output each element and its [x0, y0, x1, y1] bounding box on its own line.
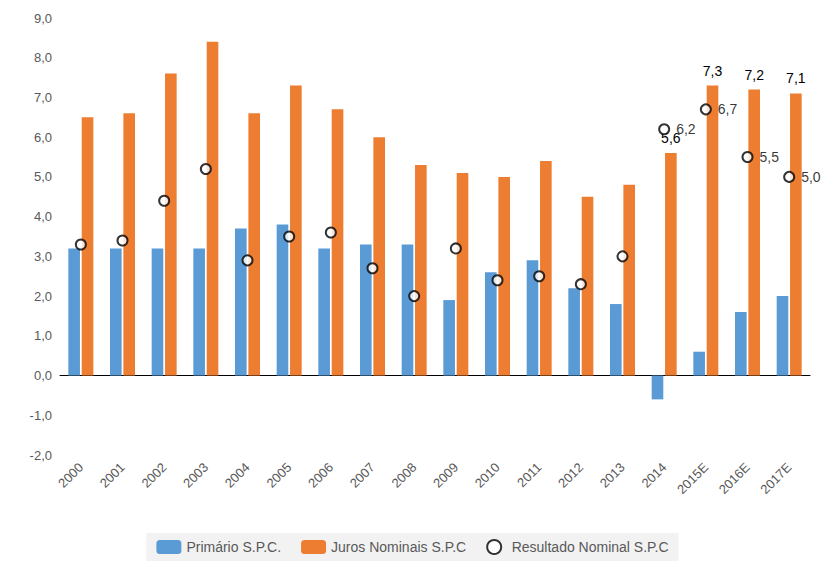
- svg-text:2012: 2012: [555, 460, 586, 491]
- svg-text:2007: 2007: [347, 460, 378, 491]
- svg-text:2003: 2003: [180, 460, 211, 491]
- svg-text:2002: 2002: [138, 460, 169, 491]
- svg-text:2001: 2001: [97, 460, 128, 491]
- svg-text:-2,0: -2,0: [30, 448, 52, 463]
- svg-text:2016E: 2016E: [716, 459, 753, 496]
- svg-text:3,0: 3,0: [34, 249, 52, 264]
- svg-text:6,2: 6,2: [676, 121, 696, 137]
- svg-text:2004: 2004: [222, 460, 253, 491]
- svg-text:0,0: 0,0: [34, 368, 52, 383]
- svg-text:2000: 2000: [55, 460, 86, 491]
- svg-text:2,0: 2,0: [34, 289, 52, 304]
- svg-text:-1,0: -1,0: [30, 408, 52, 423]
- svg-text:2008: 2008: [388, 460, 419, 491]
- svg-text:6,7: 6,7: [718, 101, 738, 117]
- svg-text:1,0: 1,0: [34, 328, 52, 343]
- svg-text:7,3: 7,3: [703, 63, 723, 79]
- svg-text:7,0: 7,0: [34, 90, 52, 105]
- svg-text:5,5: 5,5: [760, 149, 780, 165]
- svg-text:2006: 2006: [305, 460, 336, 491]
- svg-text:4,0: 4,0: [34, 209, 52, 224]
- svg-text:Juros Nominais S.P.C: Juros Nominais S.P.C: [331, 539, 466, 555]
- svg-text:6,0: 6,0: [34, 130, 52, 145]
- svg-text:2015E: 2015E: [674, 459, 711, 496]
- svg-text:5,6: 5,6: [661, 130, 681, 147]
- svg-text:2011: 2011: [514, 460, 544, 490]
- svg-text:2013: 2013: [597, 460, 628, 491]
- svg-text:8,0: 8,0: [34, 50, 52, 65]
- svg-text:2010: 2010: [472, 460, 503, 491]
- svg-text:7,2: 7,2: [744, 67, 764, 83]
- svg-text:2014: 2014: [638, 460, 669, 491]
- svg-text:7,1: 7,1: [786, 70, 806, 86]
- svg-text:2009: 2009: [430, 460, 461, 491]
- svg-text:Primário S.P.C.: Primário S.P.C.: [186, 539, 281, 555]
- svg-text:9,0: 9,0: [34, 11, 52, 26]
- svg-text:5,0: 5,0: [801, 169, 821, 185]
- svg-text:Resultado Nominal S.P.C: Resultado Nominal S.P.C: [512, 539, 669, 555]
- svg-text:2005: 2005: [263, 460, 294, 491]
- svg-text:2017E: 2017E: [757, 459, 794, 496]
- svg-text:5,0: 5,0: [34, 169, 52, 184]
